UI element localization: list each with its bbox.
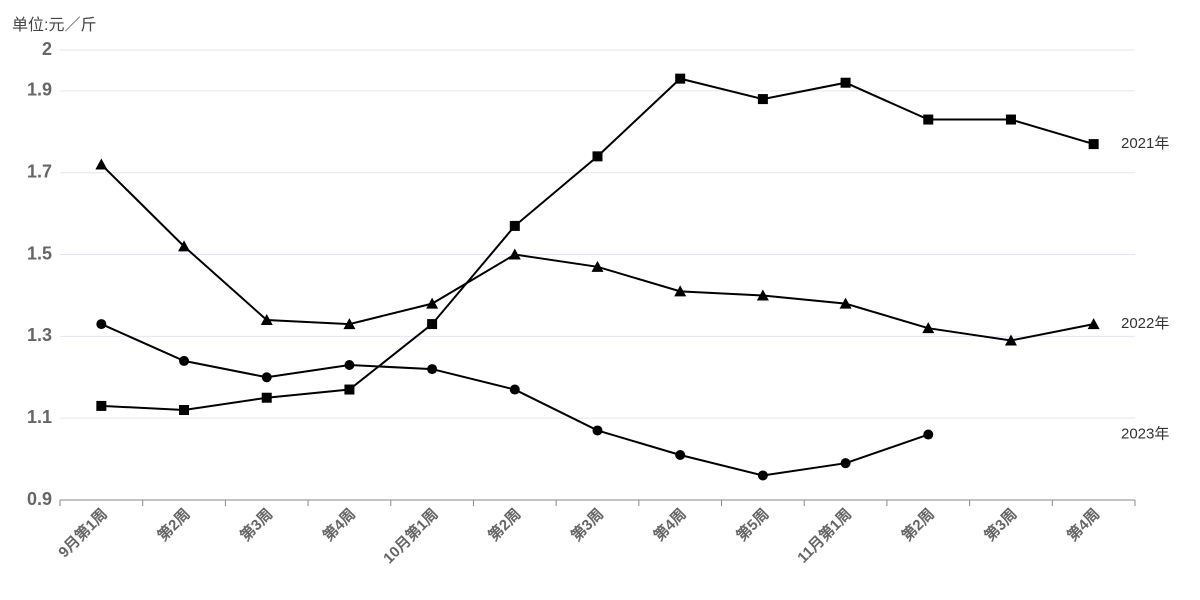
marker: [509, 384, 520, 395]
marker: [261, 392, 272, 403]
x-tick-label: 第4周: [650, 505, 690, 545]
y-tick-label: 1.7: [27, 161, 52, 181]
marker: [427, 364, 438, 375]
marker: [509, 220, 520, 231]
line: [100, 163, 1094, 342]
marker: [592, 425, 603, 436]
marker: [840, 77, 851, 88]
marker: [923, 114, 934, 125]
y-tick-label: 1.9: [27, 80, 52, 100]
marker: [426, 297, 439, 309]
marker: [427, 319, 438, 330]
y-axis-label: 单位:元／斤: [12, 16, 96, 34]
marker: [508, 248, 521, 260]
marker: [757, 470, 768, 481]
x-tick-label: 第3周: [981, 505, 1021, 545]
x-tick-label: 第2周: [154, 505, 194, 545]
marker: [344, 384, 355, 395]
marker: [757, 94, 768, 105]
marker: [179, 405, 190, 415]
line: [100, 323, 929, 477]
x-tick-label: 第2周: [898, 505, 938, 545]
marker: [1005, 114, 1016, 125]
marker: [344, 360, 355, 370]
marker: [839, 297, 852, 309]
series-label: 2021年: [1121, 135, 1169, 152]
marker: [923, 429, 934, 440]
marker: [96, 319, 107, 330]
x-tick-label: 第4周: [319, 505, 359, 545]
series-label: 2022年: [1121, 315, 1169, 332]
marker: [343, 318, 356, 330]
y-tick-label: 1.1: [27, 407, 52, 427]
marker: [261, 372, 272, 383]
marker: [840, 458, 851, 469]
x-tick-label: 第3周: [567, 505, 607, 545]
marker: [179, 355, 190, 366]
marker: [1004, 334, 1017, 346]
x-tick-label: 第3周: [237, 505, 277, 545]
x-tick-label: 9月第1周: [55, 505, 111, 561]
x-tick-label: 11月第1周: [794, 505, 856, 567]
x-tick-label: 第5周: [733, 505, 773, 545]
line: [101, 77, 1094, 412]
marker: [260, 314, 273, 325]
marker: [591, 260, 604, 272]
marker: [1087, 318, 1100, 330]
x-tick-label: 10月第1周: [380, 505, 442, 567]
marker: [675, 73, 686, 84]
marker: [95, 158, 108, 170]
y-tick-label: 2: [42, 39, 52, 59]
series-label: 2023年: [1121, 426, 1169, 443]
x-tick-label: 第4周: [1063, 505, 1103, 545]
y-tick-label: 1.5: [27, 243, 52, 263]
marker: [592, 151, 603, 162]
y-tick-label: 0.9: [27, 489, 52, 509]
marker: [1088, 139, 1099, 150]
marker: [922, 322, 935, 334]
x-tick-label: 第2周: [485, 505, 525, 545]
marker: [675, 450, 686, 460]
marker: [178, 240, 191, 252]
marker: [96, 400, 107, 411]
y-tick-label: 1.3: [27, 325, 52, 345]
marker: [674, 285, 687, 297]
marker: [756, 289, 769, 301]
